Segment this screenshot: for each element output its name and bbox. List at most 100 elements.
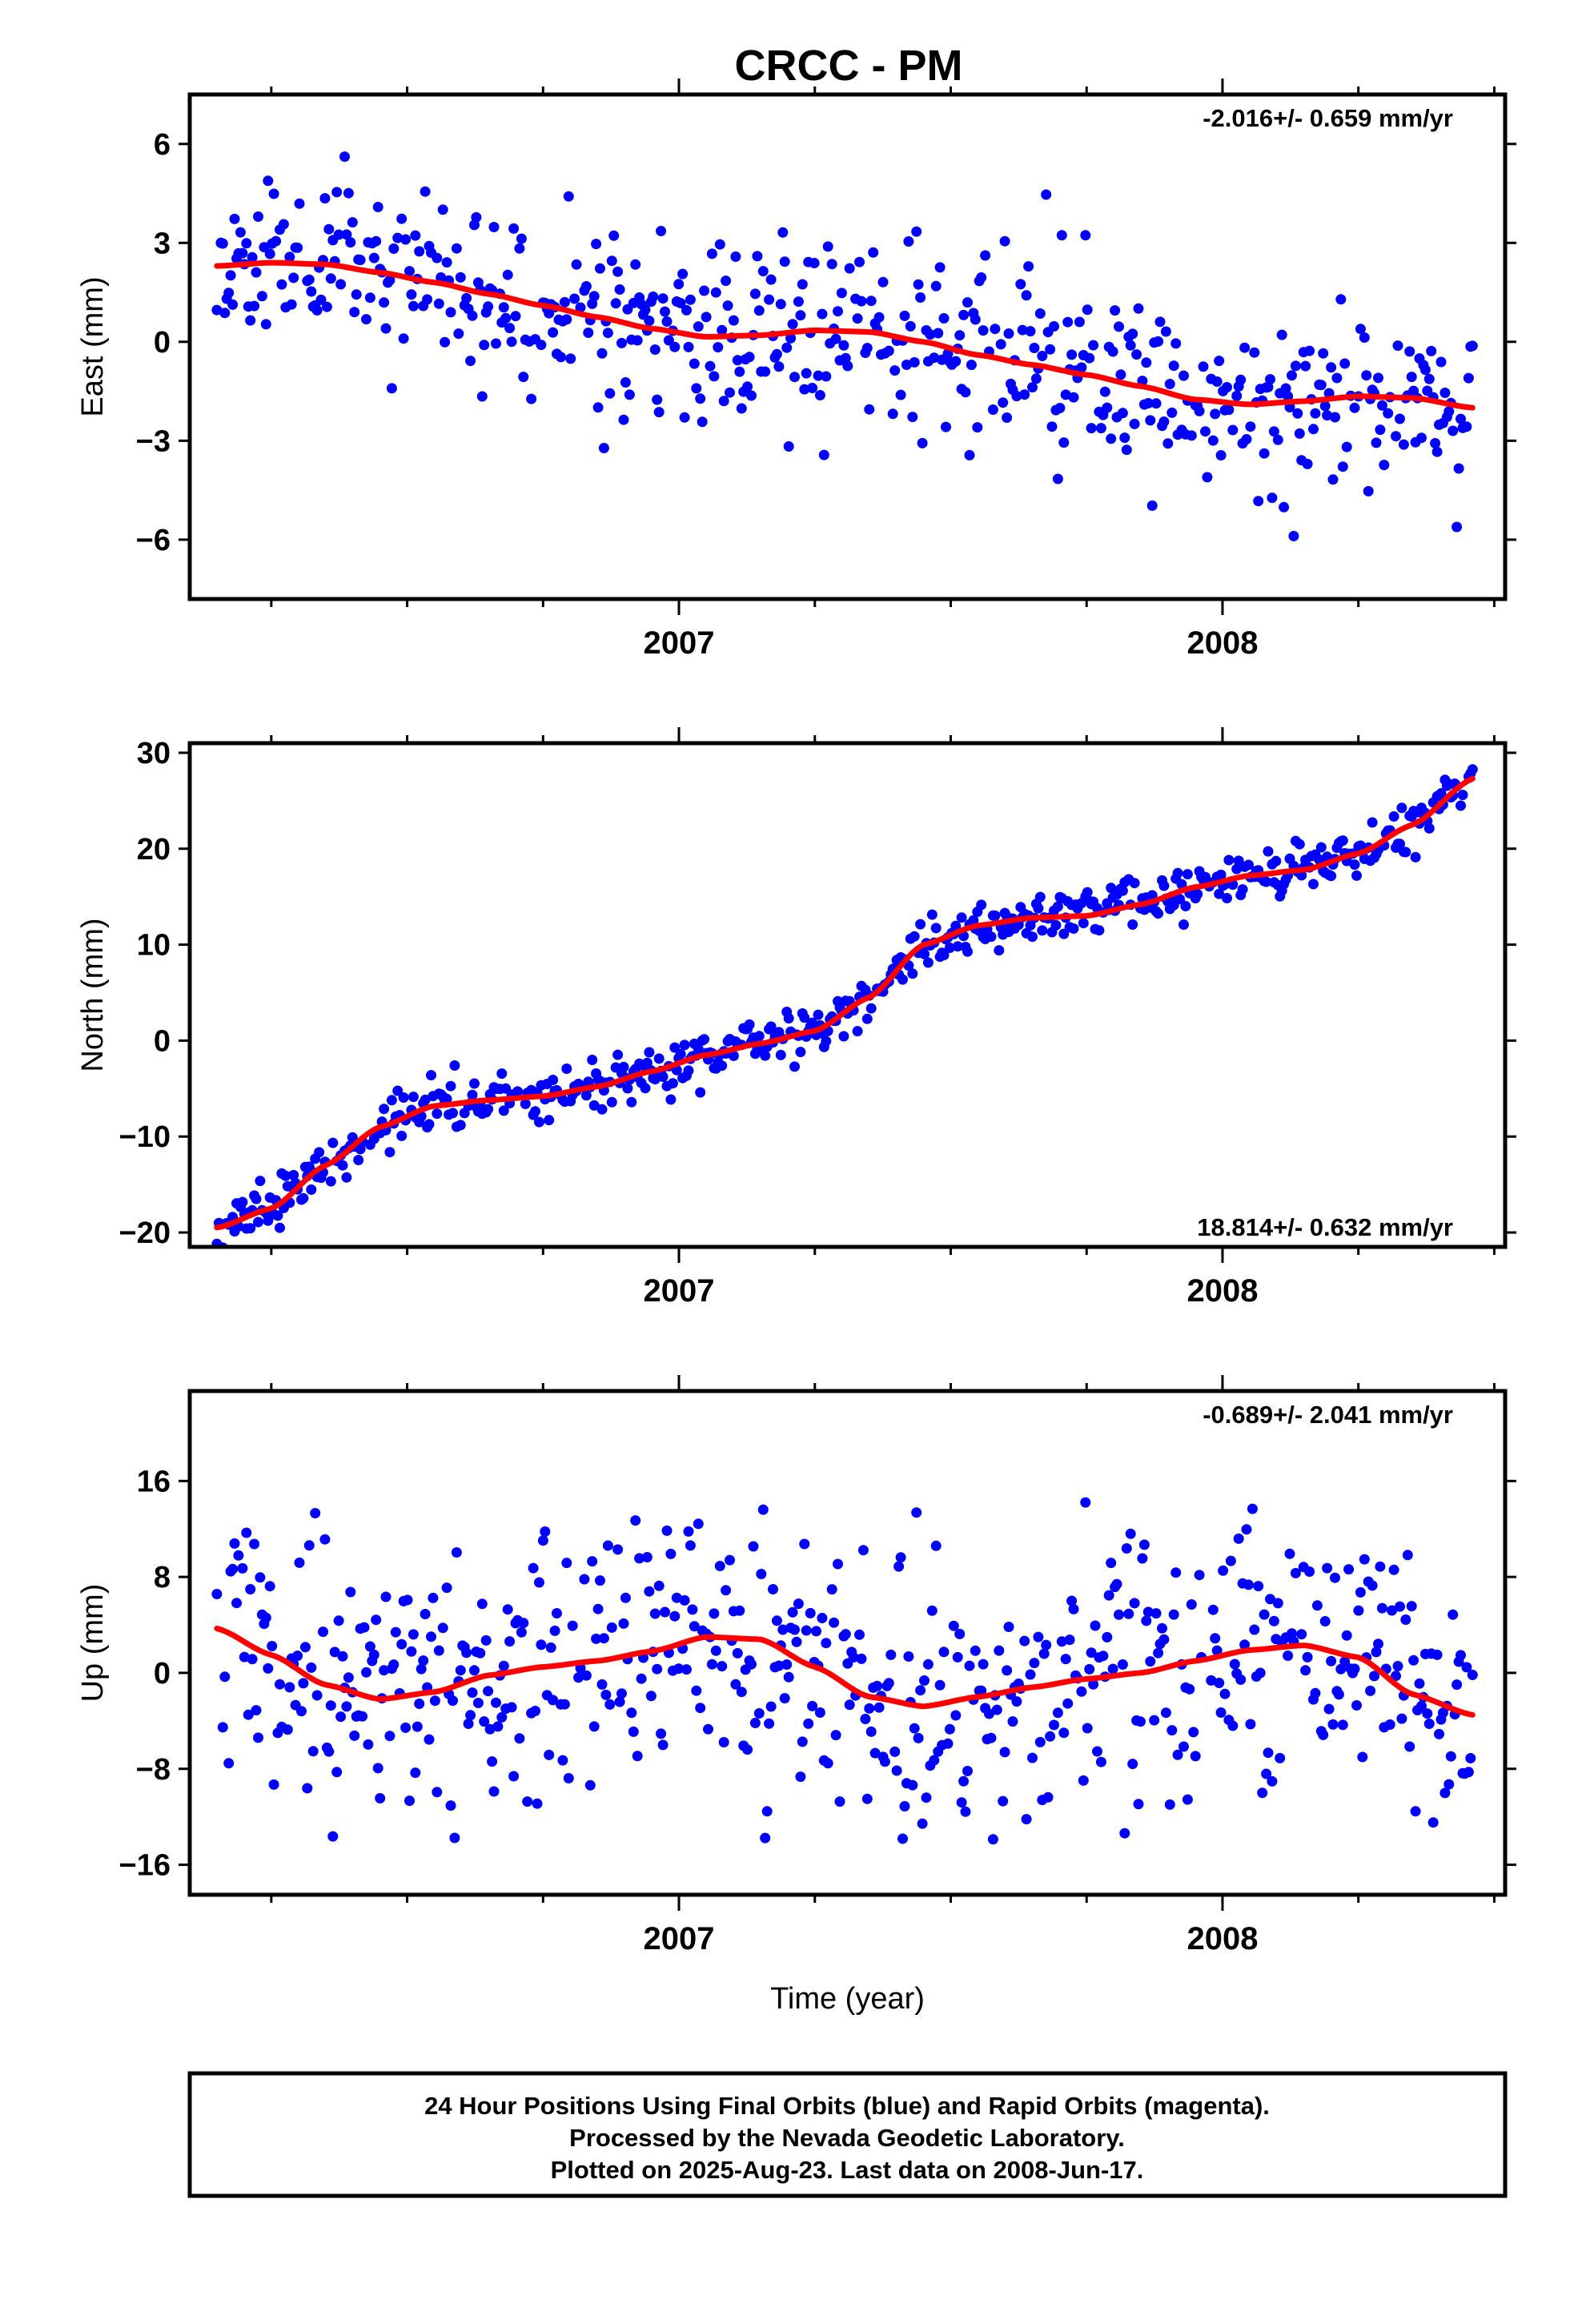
data-point — [532, 1798, 543, 1809]
data-point — [469, 1665, 480, 1676]
data-point — [616, 1688, 627, 1699]
data-point — [887, 408, 898, 420]
data-point — [1467, 1670, 1478, 1680]
data-point — [930, 280, 942, 292]
data-point — [791, 1636, 802, 1647]
data-point — [618, 1061, 629, 1072]
data-point — [697, 416, 708, 428]
data-point — [929, 1755, 940, 1766]
data-point — [402, 1594, 413, 1606]
data-point — [1431, 1649, 1443, 1660]
data-point — [483, 301, 494, 312]
data-point — [1259, 1609, 1270, 1620]
data-point — [217, 238, 228, 249]
data-point — [938, 1647, 950, 1658]
rate-label: -0.689+/- 2.041 mm/yr — [1203, 1401, 1453, 1429]
data-point — [491, 338, 501, 349]
data-point — [1235, 374, 1247, 385]
data-point — [588, 1100, 600, 1111]
data-point — [777, 227, 789, 238]
data-point — [693, 1518, 704, 1530]
data-point — [1127, 1759, 1138, 1770]
data-point — [895, 389, 906, 400]
data-point — [661, 1525, 673, 1536]
data-point — [683, 1065, 694, 1076]
data-point — [455, 271, 466, 283]
data-point — [392, 1085, 404, 1096]
data-point — [1095, 423, 1106, 434]
data-point — [1107, 1663, 1118, 1675]
data-point — [799, 1012, 810, 1023]
data-point — [757, 1504, 769, 1515]
data-point — [1337, 461, 1348, 472]
data-point — [1084, 352, 1095, 364]
data-point — [917, 437, 928, 448]
data-point — [1355, 324, 1366, 335]
data-point — [753, 1708, 765, 1719]
data-point — [1133, 1799, 1144, 1810]
data-point — [288, 1169, 299, 1180]
data-point — [361, 314, 371, 325]
data-point — [223, 287, 235, 299]
data-point — [492, 1721, 504, 1732]
data-point — [1129, 1598, 1140, 1609]
data-point — [1249, 347, 1260, 358]
data-point — [844, 1699, 855, 1711]
data-point — [990, 910, 1001, 921]
data-point — [915, 292, 926, 303]
data-point — [1168, 360, 1179, 372]
data-point — [1365, 1685, 1376, 1696]
data-point — [1339, 358, 1351, 369]
data-point — [856, 1653, 867, 1664]
data-point — [267, 1641, 278, 1651]
data-point — [725, 1554, 735, 1566]
x-axis-label: Time (year) — [770, 1982, 925, 2016]
data-point — [636, 1673, 647, 1684]
data-point — [1349, 1663, 1360, 1675]
data-point — [451, 243, 462, 254]
y-tick-label: 30 — [137, 737, 171, 770]
data-point — [1318, 348, 1329, 359]
data-point — [834, 1796, 845, 1807]
data-point — [742, 1744, 753, 1755]
data-point — [1158, 1634, 1170, 1645]
data-point — [276, 279, 287, 290]
data-point — [349, 307, 360, 318]
data-point — [730, 251, 741, 262]
data-point — [649, 344, 661, 355]
data-point — [817, 1613, 828, 1623]
data-point — [972, 422, 983, 433]
data-point — [775, 299, 786, 310]
data-point — [926, 1605, 938, 1616]
data-point — [479, 340, 490, 351]
data-point — [559, 296, 570, 308]
data-point — [861, 343, 873, 354]
data-point — [448, 1108, 458, 1119]
data-point — [1341, 1630, 1352, 1641]
data-point — [1058, 437, 1070, 448]
data-point — [795, 310, 806, 321]
data-point — [749, 1718, 761, 1728]
data-point — [695, 1703, 706, 1714]
data-point — [883, 345, 894, 356]
data-point — [426, 1070, 436, 1081]
data-point — [930, 1540, 942, 1551]
data-point — [917, 1818, 928, 1829]
data-point — [1302, 1651, 1313, 1663]
data-point — [1337, 835, 1348, 846]
data-point — [488, 222, 500, 232]
data-point — [416, 1663, 427, 1675]
data-point — [1062, 316, 1074, 328]
data-point — [991, 1704, 1002, 1715]
data-point — [361, 1667, 371, 1678]
data-point — [1021, 290, 1032, 301]
data-point — [964, 449, 975, 460]
data-point — [306, 1662, 317, 1673]
data-point — [596, 1679, 608, 1690]
data-point — [247, 1654, 258, 1665]
data-point — [652, 394, 663, 405]
data-point — [561, 1558, 572, 1569]
data-point — [1080, 230, 1091, 241]
data-point — [1049, 1719, 1059, 1731]
data-point — [563, 1773, 574, 1783]
